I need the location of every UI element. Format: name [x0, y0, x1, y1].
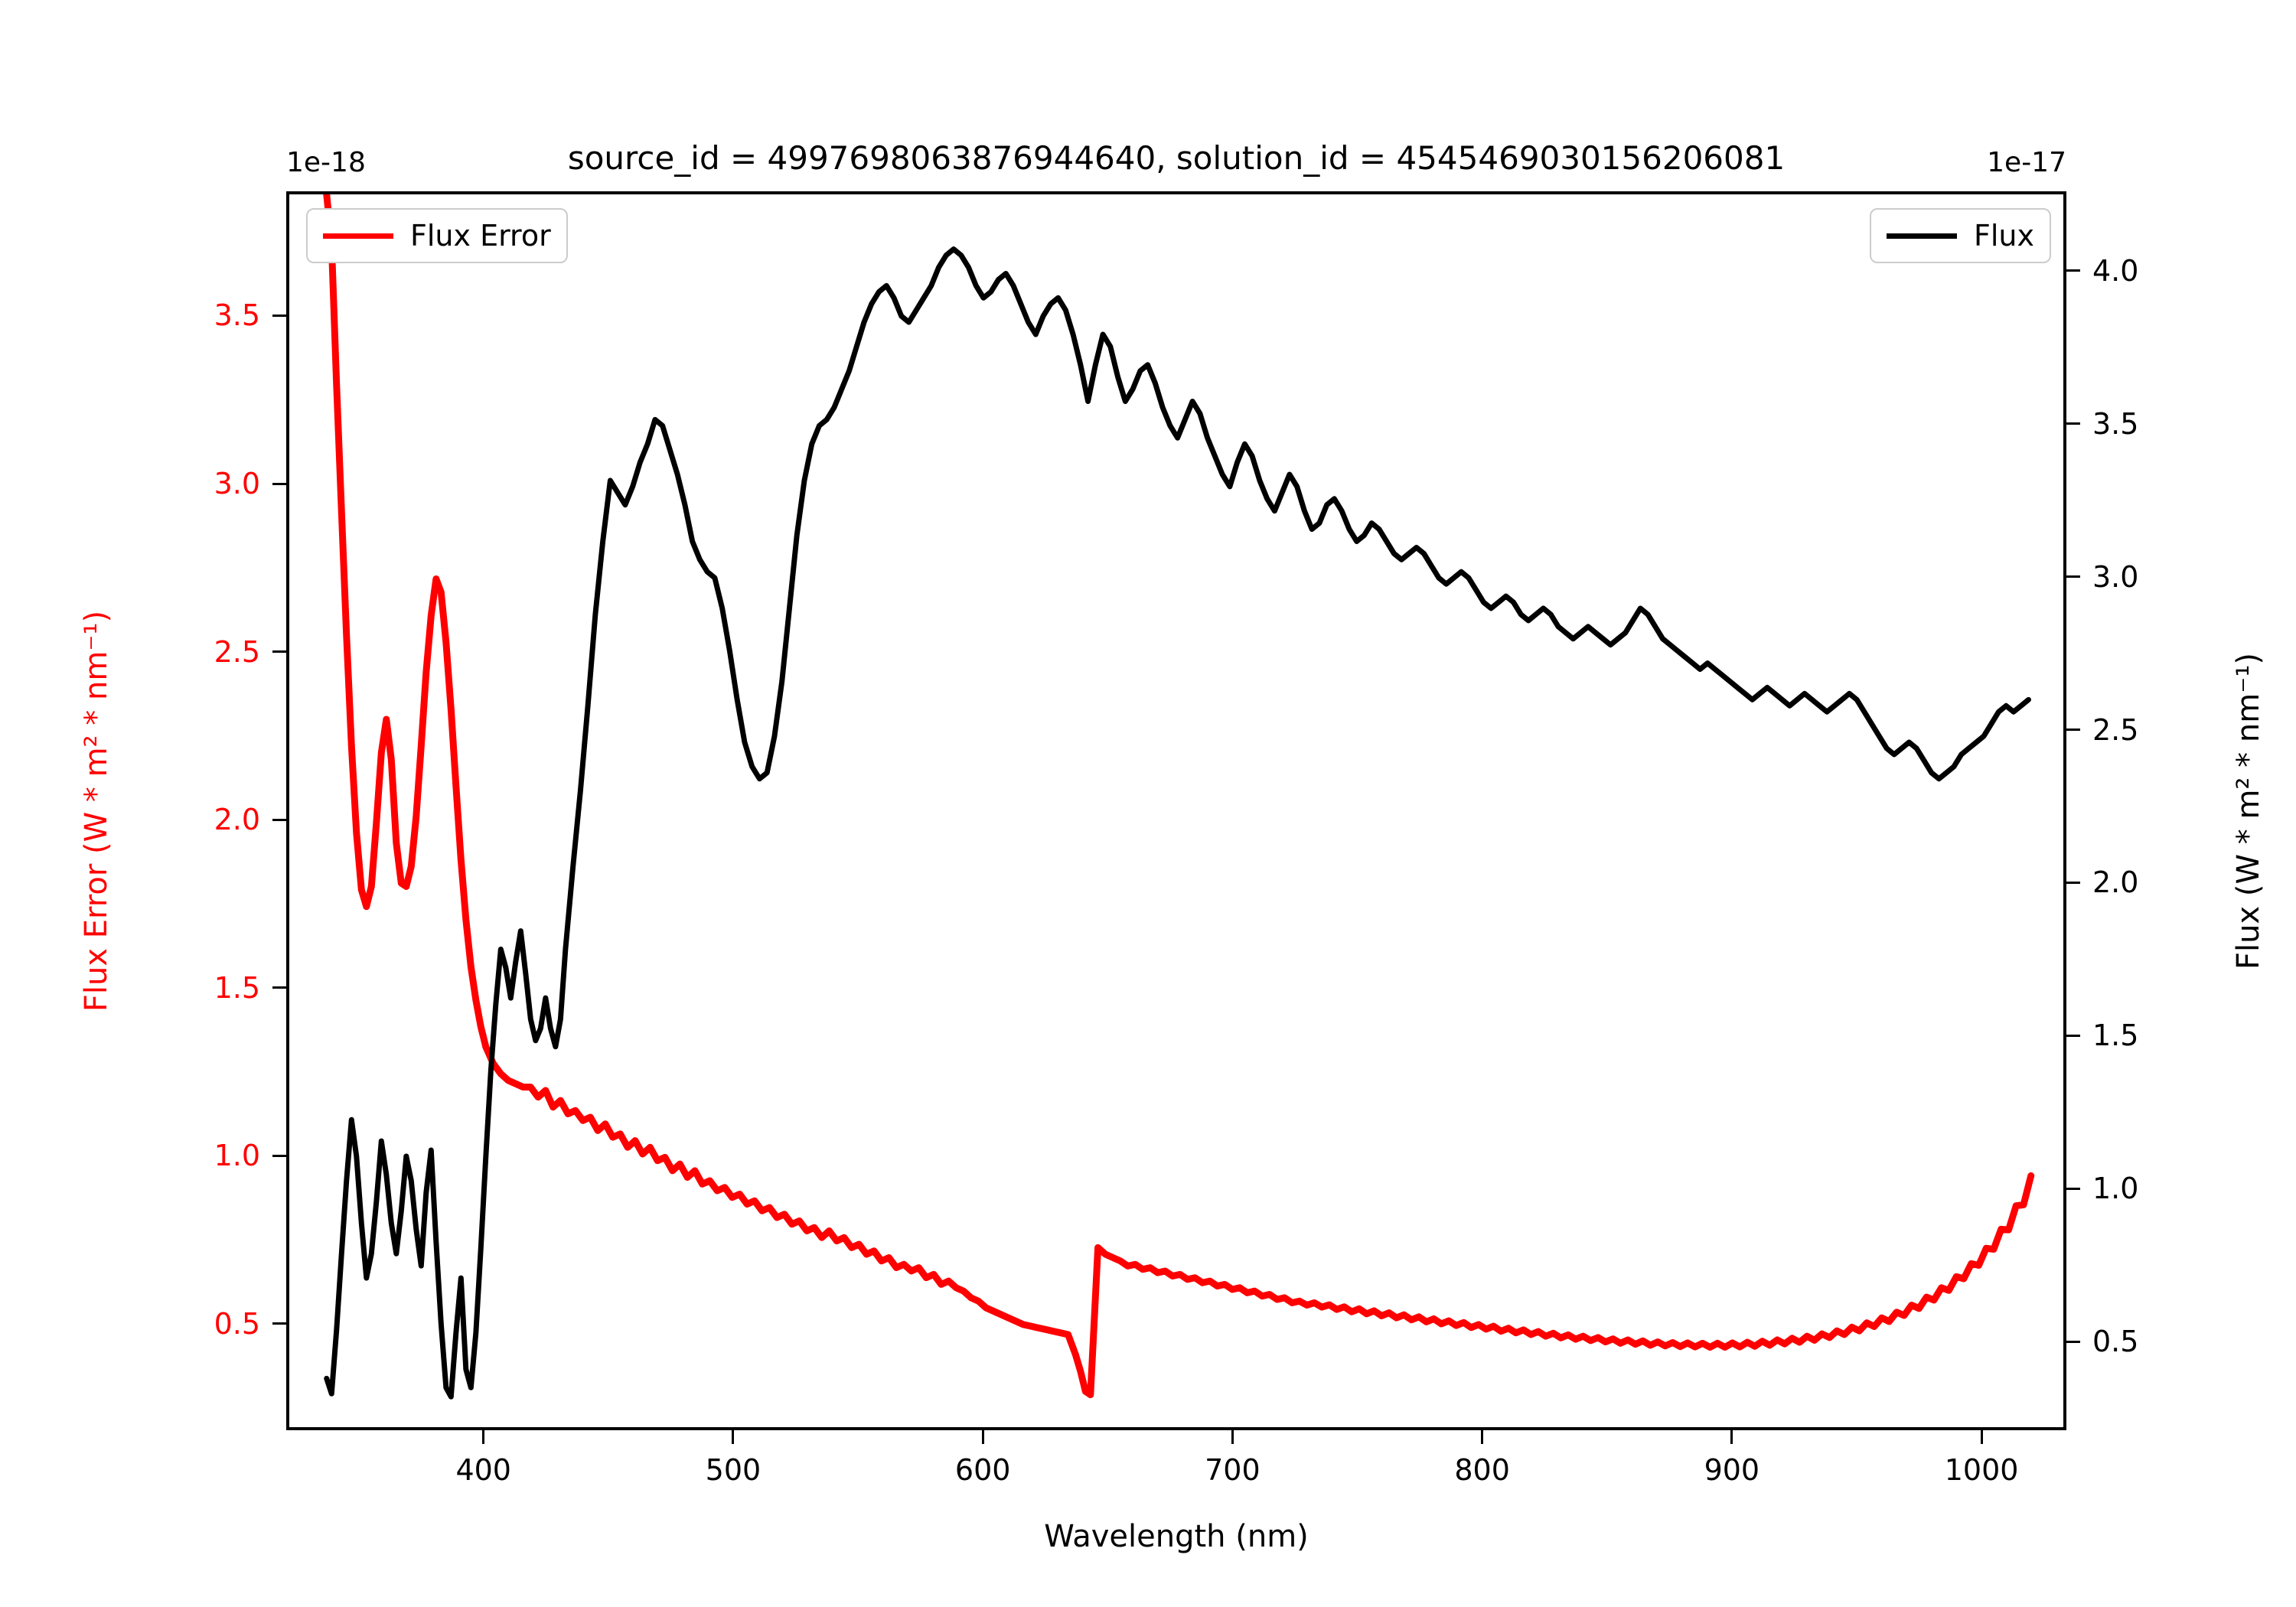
tick-mark: [1980, 1430, 1983, 1444]
tick-label: 400: [455, 1453, 511, 1487]
tick-label: 2.5: [2092, 712, 2139, 747]
tick-mark: [1481, 1430, 1484, 1444]
left-axis-title: Flux Error (W * m² * nm⁻¹): [79, 610, 114, 1012]
legend-label-flux: Flux: [1974, 219, 2034, 253]
left-axis-offset-label: 1e-18: [286, 147, 366, 178]
tick-mark: [2066, 1187, 2080, 1190]
page-title: source_id = 4997698063876944640, solutio…: [567, 139, 1786, 177]
tick-label: 600: [954, 1453, 1011, 1487]
tick-label: 0.5: [2092, 1325, 2139, 1359]
tick-mark: [272, 650, 286, 654]
tick-mark: [2066, 422, 2080, 425]
tick-mark: [482, 1430, 485, 1444]
legend-label-flux-error: Flux Error: [410, 219, 551, 253]
tick-label: 3.5: [2092, 406, 2139, 441]
tick-label: 1.0: [214, 1139, 260, 1173]
tick-mark: [2066, 1034, 2080, 1037]
tick-label: 500: [705, 1453, 762, 1487]
tick-mark: [2066, 729, 2080, 732]
tick-label: 1.5: [214, 970, 260, 1005]
tick-mark: [2066, 575, 2080, 579]
tick-mark: [981, 1430, 984, 1444]
tick-mark: [2066, 1340, 2080, 1343]
tick-mark: [272, 986, 286, 989]
tick-mark: [2066, 881, 2080, 884]
tick-mark: [732, 1430, 735, 1444]
legend-flux[interactable]: Flux: [1870, 208, 2051, 263]
right-axis-offset-label: 1e-17: [1987, 147, 2066, 178]
legend-line-red-icon: [323, 233, 393, 239]
tick-mark: [272, 314, 286, 317]
plot-area: [286, 191, 2066, 1430]
tick-label: 2.0: [214, 803, 260, 837]
tick-label: 2.5: [214, 634, 260, 669]
plot-svg: [323, 194, 2035, 1400]
tick-label: 1.0: [2092, 1172, 2139, 1206]
tick-mark: [272, 482, 286, 485]
tick-label: 1.5: [2092, 1019, 2139, 1053]
tick-label: 800: [1454, 1453, 1510, 1487]
tick-label: 700: [1205, 1453, 1261, 1487]
tick-mark: [1231, 1430, 1234, 1444]
legend-flux-error[interactable]: Flux Error: [306, 208, 568, 263]
tick-label: 3.5: [214, 298, 260, 333]
tick-label: 2.0: [2092, 865, 2139, 900]
flux-error-line: [323, 194, 2035, 1399]
right-axis-title: Flux (W * m² * nm⁻¹): [2231, 653, 2266, 970]
tick-mark: [272, 1322, 286, 1325]
tick-mark: [272, 818, 286, 821]
legend-line-black-icon: [1887, 233, 1957, 239]
tick-mark: [2066, 269, 2080, 272]
tick-mark: [1730, 1430, 1733, 1444]
x-axis-title: Wavelength (nm): [1044, 1519, 1309, 1554]
tick-label: 4.0: [2092, 253, 2139, 288]
tick-label: 0.5: [214, 1306, 260, 1341]
tick-label: 900: [1704, 1453, 1760, 1487]
tick-label: 3.0: [214, 467, 260, 501]
tick-label: 1000: [1944, 1453, 2019, 1487]
tick-label: 3.0: [2092, 559, 2139, 594]
tick-mark: [272, 1154, 286, 1157]
flux-line: [324, 246, 2031, 1400]
